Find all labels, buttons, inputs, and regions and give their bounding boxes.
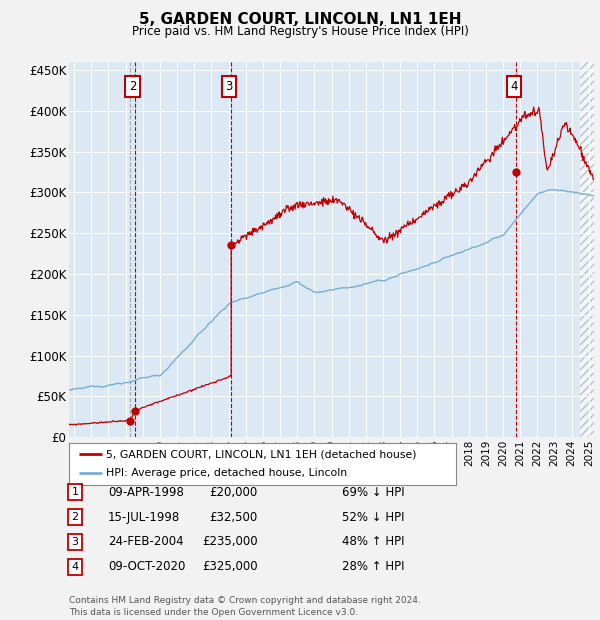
Text: Price paid vs. HM Land Registry's House Price Index (HPI): Price paid vs. HM Land Registry's House … — [131, 25, 469, 38]
Text: HPI: Average price, detached house, Lincoln: HPI: Average price, detached house, Linc… — [106, 469, 347, 479]
Text: £325,000: £325,000 — [202, 560, 258, 573]
Text: 5, GARDEN COURT, LINCOLN, LN1 1EH: 5, GARDEN COURT, LINCOLN, LN1 1EH — [139, 12, 461, 27]
Bar — [580, 62, 594, 437]
Text: 1: 1 — [71, 487, 79, 497]
Text: Contains HM Land Registry data © Crown copyright and database right 2024.
This d: Contains HM Land Registry data © Crown c… — [69, 596, 421, 617]
Bar — [580, 62, 594, 437]
Text: 09-APR-1998: 09-APR-1998 — [108, 486, 184, 498]
Text: 09-OCT-2020: 09-OCT-2020 — [108, 560, 185, 573]
Text: 4: 4 — [71, 562, 79, 572]
Text: 2: 2 — [129, 80, 136, 93]
Text: 5, GARDEN COURT, LINCOLN, LN1 1EH (detached house): 5, GARDEN COURT, LINCOLN, LN1 1EH (detac… — [106, 449, 416, 459]
Text: 52% ↓ HPI: 52% ↓ HPI — [342, 511, 404, 523]
Text: 28% ↑ HPI: 28% ↑ HPI — [342, 560, 404, 573]
Text: 3: 3 — [71, 537, 79, 547]
Text: £235,000: £235,000 — [202, 536, 258, 548]
Text: £32,500: £32,500 — [210, 511, 258, 523]
Text: 24-FEB-2004: 24-FEB-2004 — [108, 536, 184, 548]
Text: 69% ↓ HPI: 69% ↓ HPI — [342, 486, 404, 498]
Text: 15-JUL-1998: 15-JUL-1998 — [108, 511, 180, 523]
Text: £20,000: £20,000 — [210, 486, 258, 498]
Text: 48% ↑ HPI: 48% ↑ HPI — [342, 536, 404, 548]
Text: 3: 3 — [225, 80, 233, 93]
Text: 4: 4 — [510, 80, 518, 93]
Text: 2: 2 — [71, 512, 79, 522]
